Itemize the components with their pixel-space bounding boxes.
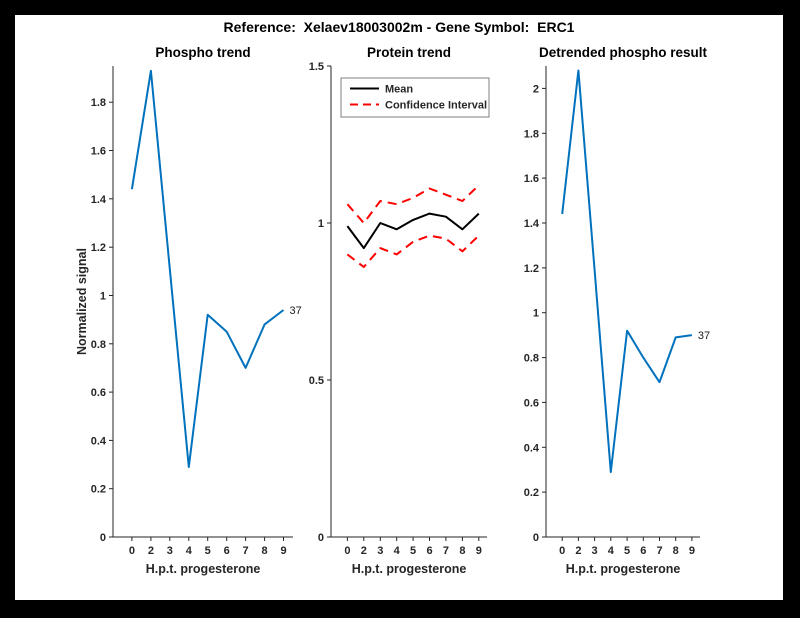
- y-tick-label: 0.8: [91, 339, 106, 351]
- x-axis-label: H.p.t. progesterone: [146, 562, 261, 576]
- series-ci-upper: [346, 184, 480, 224]
- y-tick-label: 1.5: [309, 61, 324, 73]
- y-tick-label: 1.2: [524, 263, 539, 275]
- y-tick-label: 0: [533, 532, 539, 544]
- y-tick-label: 1.4: [524, 218, 540, 230]
- subplot-title: Detrended phospho result: [539, 45, 708, 60]
- x-tick-label: 3: [167, 545, 173, 557]
- x-tick-label: 7: [656, 545, 662, 557]
- y-tick-label: 0.5: [309, 375, 324, 387]
- series-end-label: 37: [290, 305, 302, 317]
- x-tick-label: 6: [224, 545, 230, 557]
- y-tick-label: 0.4: [91, 435, 107, 447]
- x-tick-label: 2: [575, 545, 581, 557]
- legend-box: [340, 77, 490, 118]
- legend-label: Mean: [385, 84, 413, 96]
- x-tick-label: 9: [280, 545, 286, 557]
- x-tick-label: 8: [459, 545, 465, 557]
- x-tick-label: 6: [426, 545, 432, 557]
- y-axis-label: Normalized signal: [75, 248, 89, 355]
- series-detrended-phospho: [561, 69, 693, 473]
- y-tick-label: 0.2: [91, 484, 106, 496]
- x-tick-label: 7: [443, 545, 449, 557]
- x-tick-label: 4: [186, 545, 193, 557]
- x-tick-label: 3: [592, 545, 598, 557]
- series-end-label: 37: [698, 330, 710, 342]
- x-tick-label: 5: [410, 545, 416, 557]
- y-tick-label: 0: [100, 532, 106, 544]
- series-phospho-signal: [130, 69, 285, 468]
- legend-label: Confidence Interval: [385, 100, 487, 112]
- y-tick-label: 0: [318, 532, 324, 544]
- subplot-1: 00.20.40.60.811.21.41.61.80 2 3 4 5 6 7 8 9Phosp…: [75, 45, 302, 576]
- legend: Mean Confidence Interval: [340, 77, 490, 118]
- y-tick-label: 1.8: [524, 128, 539, 140]
- x-tick-label: 7: [243, 545, 249, 557]
- y-tick-label: 1: [100, 291, 106, 303]
- x-tick-label: 5: [205, 545, 211, 557]
- x-tick-label: 0: [129, 545, 135, 557]
- x-tick-label: 4: [394, 545, 401, 557]
- y-tick-label: 1.2: [91, 242, 106, 254]
- subplot-title: Protein trend: [367, 45, 451, 60]
- y-tick-label: 0.8: [524, 353, 539, 365]
- x-tick-label: 8: [262, 545, 268, 557]
- x-tick-label: 0: [344, 545, 350, 557]
- y-tick-label: 0.4: [524, 442, 540, 454]
- subplot-title: Phospho trend: [155, 45, 250, 60]
- figure-title: Reference: Xelaev18003002m - Gene Symbol…: [223, 19, 575, 35]
- x-tick-label: 4: [608, 545, 615, 557]
- x-tick-label: 6: [640, 545, 646, 557]
- y-tick-label: 1.4: [91, 194, 107, 206]
- x-axis-label: H.p.t. progesterone: [352, 562, 467, 576]
- y-tick-label: 1: [318, 218, 324, 230]
- axes-lines: [330, 66, 487, 538]
- axes-lines: [545, 66, 700, 538]
- x-tick-label: 3: [377, 545, 383, 557]
- series-ci-lower: [346, 234, 480, 268]
- y-tick-label: 0.6: [524, 397, 539, 409]
- x-axis-label: H.p.t. progesterone: [566, 562, 681, 576]
- x-tick-label: 2: [361, 545, 367, 557]
- x-tick-label: 5: [624, 545, 630, 557]
- x-tick-label: 0: [559, 545, 565, 557]
- y-tick-label: 0.6: [91, 387, 106, 399]
- y-tick-label: 0.2: [524, 487, 539, 499]
- y-tick-label: 2: [533, 83, 539, 95]
- subplot-3: 00.20.40.60.811.21.41.61.820 2 3 4 5 6 7 8 9Detr…: [524, 45, 710, 576]
- y-tick-label: 1.6: [91, 146, 106, 158]
- y-tick-label: 1.6: [524, 173, 539, 185]
- series-mean: [346, 212, 480, 250]
- y-tick-label: 1: [533, 308, 539, 320]
- x-tick-label: 9: [689, 545, 695, 557]
- x-tick-label: 9: [476, 545, 482, 557]
- y-tick-label: 1.8: [91, 97, 106, 109]
- x-tick-label: 8: [673, 545, 679, 557]
- x-tick-label: 2: [148, 545, 154, 557]
